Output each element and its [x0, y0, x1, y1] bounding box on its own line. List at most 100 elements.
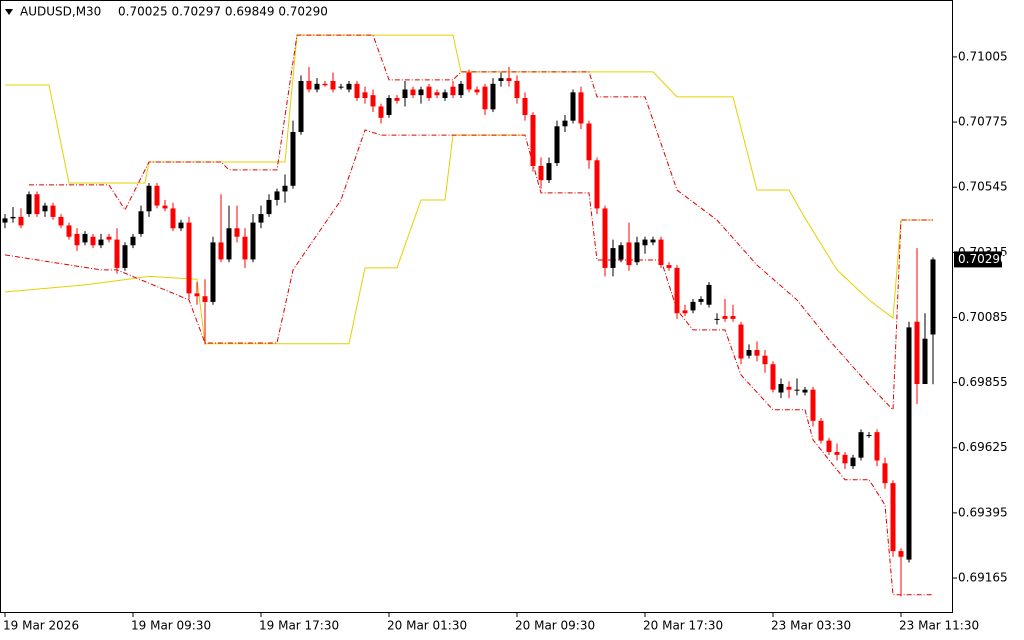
x-tick-label: 23 Mar 11:30 — [899, 619, 979, 633]
candle-body — [162, 205, 168, 209]
channel-line — [29, 34, 933, 411]
candle-body — [130, 236, 136, 246]
candle-body — [258, 214, 264, 223]
candle-body — [106, 236, 112, 240]
candle-body — [18, 216, 24, 226]
candle-body — [314, 83, 320, 90]
candle-body — [362, 92, 368, 98]
candle-body — [706, 284, 712, 305]
candle-body — [554, 126, 560, 164]
candle-body — [330, 80, 336, 90]
candle-body — [594, 160, 600, 209]
candle-body — [690, 301, 696, 311]
candle-body — [650, 239, 656, 243]
candle-body — [242, 236, 248, 260]
candle-body — [674, 267, 680, 314]
candle-body — [490, 83, 496, 110]
candle-body — [778, 384, 784, 393]
candle-body — [922, 338, 928, 385]
candle-body — [146, 185, 152, 212]
y-tick-label: 0.69625 — [958, 440, 1008, 454]
candle-body — [570, 92, 576, 121]
candle-body — [426, 86, 432, 98]
candle-body — [506, 78, 512, 81]
candle-body — [866, 434, 872, 436]
candle-body — [122, 245, 128, 268]
x-tick-label: 20 Mar 09:30 — [515, 619, 595, 633]
candle-body — [514, 80, 520, 98]
candle-body — [626, 242, 632, 266]
candle-body — [50, 205, 56, 217]
y-tick-label: 0.70085 — [958, 310, 1008, 324]
symbol-menu-icon — [5, 9, 13, 15]
candle-body — [842, 454, 848, 464]
candle-body — [546, 163, 552, 181]
channel-line — [5, 34, 933, 319]
candle-body — [618, 245, 624, 260]
y-tick-label: 0.71005 — [958, 49, 1008, 63]
y-tick-label: 0.70775 — [958, 115, 1008, 129]
candle-body — [882, 463, 888, 484]
candle-body — [34, 194, 40, 215]
candle-body — [322, 83, 328, 86]
candle-body — [10, 216, 16, 219]
candle-body — [578, 92, 584, 124]
candle-body — [178, 222, 184, 229]
candle-body — [450, 86, 456, 96]
candle-body — [194, 293, 200, 297]
candle-body — [66, 225, 72, 237]
candle-body — [562, 120, 568, 127]
candle-body — [466, 72, 472, 90]
candle-body — [74, 233, 80, 246]
candle-body — [810, 389, 816, 421]
candle-body — [642, 239, 648, 246]
candle-body — [682, 310, 688, 314]
candle-body — [738, 324, 744, 359]
candle-body — [346, 83, 352, 90]
candle-body — [834, 451, 840, 455]
candle-body — [2, 218, 8, 223]
candle-body — [90, 236, 96, 246]
candle-body — [170, 208, 176, 229]
x-tick-label: 23 Mar 03:30 — [771, 619, 851, 633]
last-price-box — [954, 251, 1002, 268]
candle-body — [858, 432, 864, 458]
candle-body — [802, 389, 808, 393]
channel-line — [4, 134, 525, 345]
candle-body — [82, 233, 88, 243]
candle-body — [434, 92, 440, 96]
plot-area — [2, 34, 936, 597]
candle-body — [786, 386, 792, 390]
candle-body — [474, 89, 480, 93]
plot-frame — [0, 0, 953, 613]
candle-body — [274, 191, 280, 200]
candle-body — [586, 123, 592, 161]
x-tick-label: 20 Mar 17:30 — [643, 619, 723, 633]
candle-body — [26, 194, 32, 215]
candle-body — [770, 364, 776, 390]
y-tick-label: 0.69855 — [958, 375, 1008, 389]
candle-body — [498, 78, 504, 81]
candle-body — [666, 265, 672, 268]
candle-body — [138, 211, 144, 234]
x-tick-label: 20 Mar 01:30 — [387, 619, 467, 633]
candle-body — [850, 457, 856, 467]
candle-body — [354, 83, 360, 98]
candle-body — [874, 432, 880, 461]
candle-body — [826, 440, 832, 452]
candle-body — [898, 551, 904, 557]
candle-body — [306, 80, 312, 90]
candle-body — [538, 165, 544, 181]
candle-body — [610, 248, 616, 268]
candle-body — [218, 242, 224, 260]
candle-body — [890, 483, 896, 552]
candle-body — [658, 239, 664, 266]
candle-body — [730, 316, 736, 319]
candle-body — [602, 208, 608, 268]
candle-body — [698, 299, 704, 302]
candle-body — [234, 228, 240, 237]
candle-body — [378, 106, 384, 118]
candle-body — [930, 259, 936, 335]
x-tick-label: 19 Mar 17:30 — [259, 619, 339, 633]
